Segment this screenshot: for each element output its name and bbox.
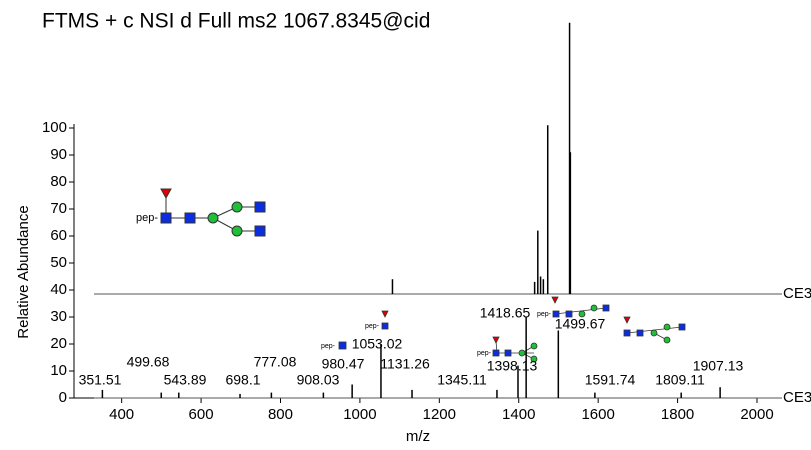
peak-label: 980.47 — [322, 356, 365, 372]
y-axis-label: Relative Abundance — [15, 205, 32, 338]
x-tick-label: 1400 — [502, 406, 535, 423]
y-tick-label: 20 — [50, 335, 67, 352]
peak-label: 777.08 — [254, 354, 297, 370]
peak-label: 1591.74 — [585, 372, 636, 388]
y-tick-label: 40 — [50, 281, 67, 298]
glycan-label: pep- — [136, 212, 158, 224]
peak-label: 499.68 — [127, 354, 170, 370]
peak-label: 543.89 — [164, 372, 207, 388]
x-tick-label: 600 — [189, 406, 214, 423]
glycan-label: pep- — [477, 350, 492, 357]
peak-label: 1053.02 — [352, 336, 403, 352]
y-tick-label: 90 — [50, 146, 67, 163]
x-tick-label: 1600 — [581, 406, 614, 423]
peak-label: 1131.26 — [380, 356, 430, 372]
peak-label: 1809.11 — [655, 372, 705, 388]
y-tick-label: 10 — [50, 362, 67, 379]
x-tick-label: 400 — [109, 406, 134, 423]
y-tick-label: 50 — [50, 254, 67, 271]
series-label: CE35 — [783, 285, 811, 302]
x-tick-label: 2000 — [740, 406, 773, 423]
glycan-label: pep- — [365, 323, 380, 330]
peak-label: 1398.13 — [487, 358, 538, 374]
glycan-label: pep- — [321, 343, 336, 350]
y-tick-label: 0 — [59, 389, 67, 406]
peak-label: 1418.65 — [480, 305, 531, 321]
chart-title: FTMS + c NSI d Full ms2 1067.8345@cid — [42, 10, 430, 33]
peak-label: 698.1 — [225, 372, 260, 388]
peak-label: 1907.13 — [693, 358, 744, 374]
peak-label: 1499.67 — [555, 316, 606, 332]
glycan-label: pep- — [537, 311, 552, 318]
peak-label: 908.03 — [297, 372, 340, 388]
x-tick-label: 1000 — [343, 406, 376, 423]
glycan-main — [160, 188, 266, 237]
peak-label: 351.51 — [79, 372, 122, 388]
series-label: CE30 — [783, 389, 811, 406]
x-tick-label: 1200 — [423, 406, 456, 423]
y-tick-label: 60 — [50, 227, 67, 244]
y-tick-label: 100 — [42, 119, 67, 136]
glycan-small — [338, 296, 686, 363]
x-axis-label: m/z — [406, 428, 430, 445]
x-tick-label: 1800 — [661, 406, 694, 423]
x-tick-label: 800 — [268, 406, 293, 423]
peak-label: 1345.11 — [437, 372, 487, 388]
y-tick-label: 30 — [50, 308, 67, 325]
y-tick-label: 70 — [50, 200, 67, 217]
y-tick-label: 80 — [50, 173, 67, 190]
